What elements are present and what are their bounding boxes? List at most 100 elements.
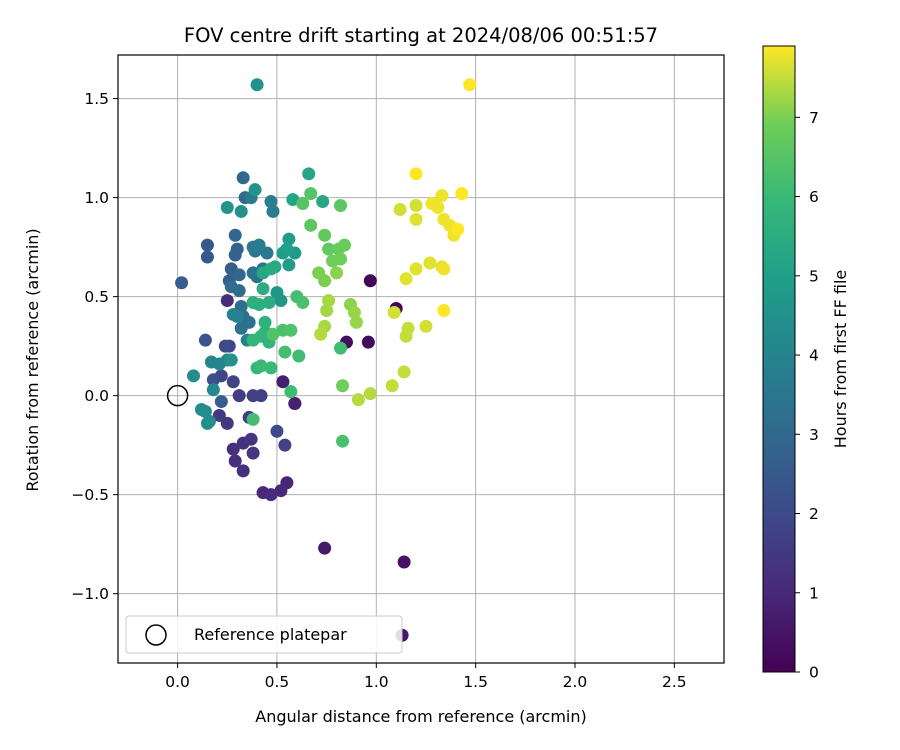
scatter-point — [244, 432, 258, 446]
scatter-point — [409, 167, 423, 181]
y-tick-label: −1.0 — [71, 585, 109, 603]
scatter-point — [385, 379, 399, 393]
colorbar-gradient — [762, 45, 796, 673]
colorbar-tick-label: 0 — [809, 664, 819, 682]
scatter-point — [455, 187, 469, 201]
scatter-point — [334, 341, 348, 355]
scatter-point — [399, 272, 413, 286]
scatter-point — [336, 434, 350, 448]
scatter-point — [437, 303, 451, 317]
scatter-point — [314, 327, 328, 341]
scatter-point — [397, 365, 411, 379]
scatter-point — [322, 242, 336, 256]
scatter-point — [226, 375, 240, 389]
scatter-point — [220, 416, 234, 430]
x-axis-label: Angular distance from reference (arcmin) — [255, 707, 586, 726]
scatter-point — [266, 204, 280, 218]
scatter-point — [214, 395, 228, 409]
x-axis-ticks: 0.0 0.5 1.0 1.5 2.0 2.5 — [165, 663, 687, 691]
scatter-point — [401, 321, 415, 335]
scatter-point — [232, 284, 246, 298]
scatter-point — [336, 379, 350, 393]
scatter-point — [334, 199, 348, 213]
scatter-point — [228, 228, 242, 242]
scatter-point — [320, 303, 334, 317]
scatter-point — [230, 309, 244, 323]
scatter-point — [338, 238, 352, 252]
scatter-point — [292, 349, 306, 363]
y-axis-label: Rotation from reference (arcmin) — [23, 228, 42, 491]
scatter-point — [200, 250, 214, 264]
scatter-point — [234, 300, 248, 314]
legend-open-circle-icon — [145, 624, 167, 646]
scatter-point — [274, 484, 288, 498]
colorbar-tick-label: 4 — [809, 347, 819, 365]
colorbar-tick-label: 6 — [809, 188, 819, 206]
scatter-point — [288, 397, 302, 411]
scatter-point — [262, 296, 276, 310]
legend-label: Reference platepar — [194, 625, 347, 644]
scatter-point — [284, 385, 298, 399]
scatter-point — [266, 327, 280, 341]
legend: Reference platepar — [125, 615, 403, 654]
scatter-point — [236, 171, 250, 185]
scatter-point — [248, 183, 262, 197]
scatter-point — [200, 238, 214, 252]
colorbar-tick-label: 7 — [809, 109, 819, 127]
scatter-points — [175, 78, 477, 642]
x-tick-label: 2.5 — [662, 673, 687, 691]
scatter-point — [423, 256, 437, 270]
colorbar-tick-label: 2 — [809, 505, 819, 523]
scatter-point — [393, 202, 407, 216]
scatter-point — [302, 167, 316, 181]
scatter-point — [206, 383, 220, 397]
scatter-point — [318, 541, 332, 555]
scatter-point — [256, 282, 270, 296]
colorbar-tick-label: 3 — [809, 426, 819, 444]
scatter-point — [296, 296, 310, 310]
scatter-point — [246, 412, 260, 426]
scatter-point — [304, 218, 318, 232]
scatter-point — [224, 353, 238, 367]
scatter-point — [437, 262, 451, 276]
x-tick-label: 1.5 — [463, 673, 488, 691]
y-tick-label: 0.0 — [84, 387, 109, 405]
scatter-point — [351, 393, 365, 407]
x-tick-label: 0.0 — [165, 673, 190, 691]
scatter-point — [250, 78, 264, 92]
scatter-point — [260, 246, 274, 260]
chart-title: FOV centre drift starting at 2024/08/06 … — [184, 24, 658, 47]
legend-box — [125, 615, 403, 654]
scatter-point — [264, 195, 278, 209]
scatter-point — [409, 199, 423, 213]
colorbar-label: Hours from first FF file — [831, 270, 850, 449]
scatter-point — [318, 274, 332, 288]
scatter-point — [409, 262, 423, 276]
scatter-point — [264, 488, 278, 502]
scatter-point — [258, 315, 272, 329]
scatter-point — [204, 355, 218, 369]
scatter-point — [187, 369, 201, 383]
scatter-point — [419, 319, 433, 333]
plot-frame — [117, 54, 725, 664]
scatter-point — [278, 438, 292, 452]
scatter-point — [322, 294, 336, 308]
x-tick-label: 1.0 — [364, 673, 389, 691]
scatter-point — [200, 416, 214, 430]
scatter-point — [254, 389, 268, 403]
x-tick-label: 2.0 — [563, 673, 588, 691]
x-tick-label: 0.5 — [265, 673, 290, 691]
scatter-point — [246, 333, 260, 347]
scatter-point — [264, 361, 278, 375]
scatter-point — [296, 197, 310, 211]
scatter-point — [236, 464, 250, 478]
scatter-point — [431, 200, 445, 214]
scatter-point — [242, 315, 256, 329]
scatter-point — [304, 187, 318, 201]
y-tick-label: −0.5 — [71, 486, 109, 504]
colorbar-tick-label: 1 — [809, 584, 819, 602]
colorbar: 0 1 2 3 4 5 6 7 Hours from first FF file — [762, 45, 850, 682]
scatter-point — [218, 339, 232, 353]
scatter-point — [349, 315, 363, 329]
colorbar-ticks: 0 1 2 3 4 5 6 7 — [795, 109, 819, 682]
